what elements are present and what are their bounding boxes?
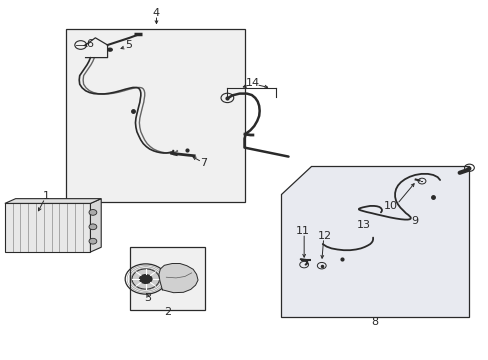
Text: 2: 2 [164, 307, 171, 318]
Text: 10: 10 [384, 201, 397, 211]
Text: 1: 1 [43, 191, 50, 201]
Text: 7: 7 [200, 158, 207, 168]
Circle shape [132, 269, 159, 289]
Circle shape [107, 48, 113, 52]
Text: 14: 14 [246, 78, 260, 88]
Polygon shape [5, 199, 101, 203]
Polygon shape [159, 264, 198, 293]
Text: 8: 8 [371, 317, 378, 327]
Text: 6: 6 [86, 39, 93, 49]
Text: 5: 5 [125, 40, 132, 50]
Circle shape [89, 210, 97, 215]
Circle shape [139, 274, 152, 284]
Circle shape [89, 224, 97, 230]
Text: 9: 9 [410, 216, 417, 226]
Text: 3: 3 [144, 293, 151, 303]
Bar [129, 247, 205, 310]
Polygon shape [281, 166, 468, 317]
Bar [66, 29, 244, 202]
Text: 4: 4 [153, 8, 160, 18]
Circle shape [89, 238, 97, 244]
Polygon shape [90, 199, 101, 252]
Text: 12: 12 [318, 231, 331, 241]
Text: 13: 13 [357, 220, 370, 230]
Polygon shape [5, 203, 90, 252]
Text: 11: 11 [296, 226, 309, 236]
